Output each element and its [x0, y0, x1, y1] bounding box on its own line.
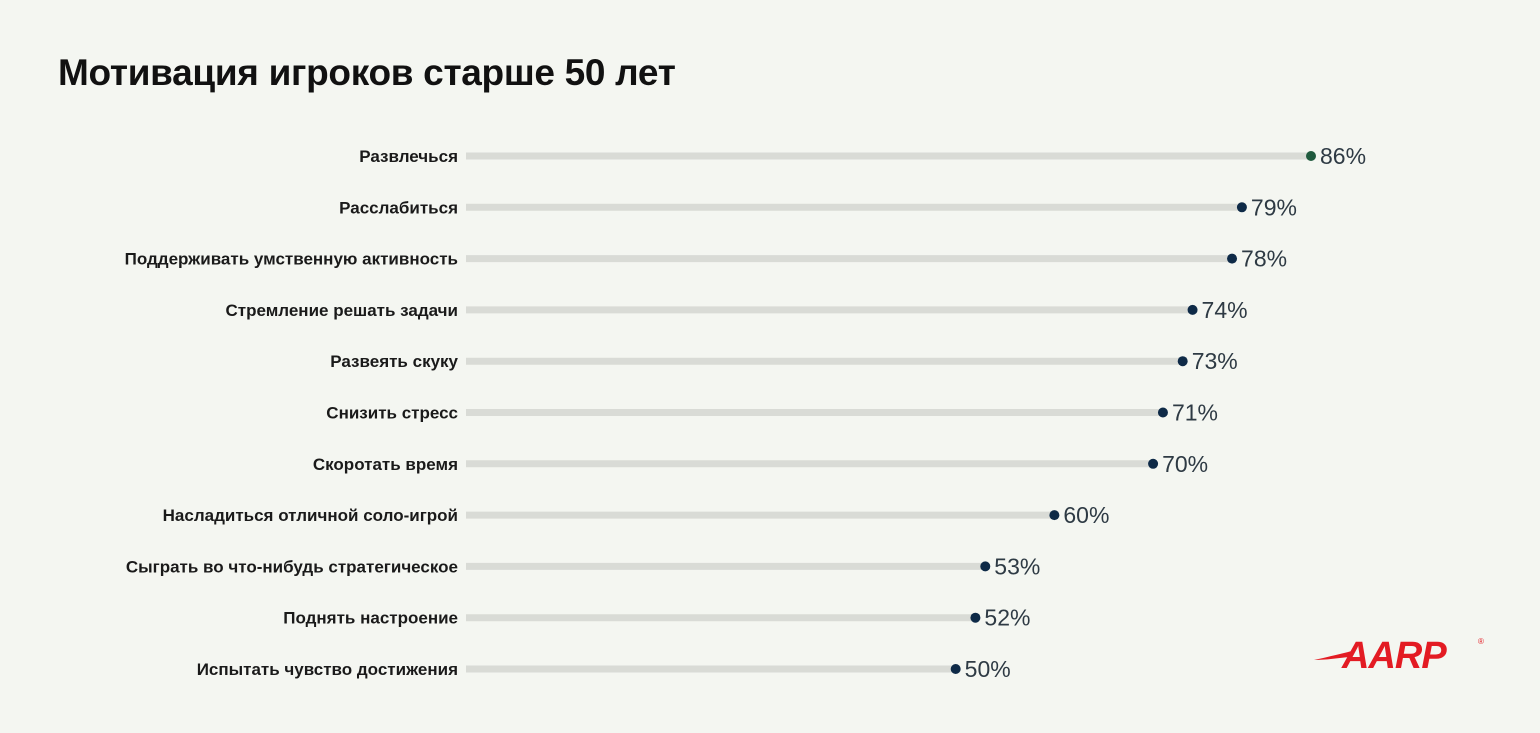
value-dot	[1306, 151, 1316, 161]
value-label: 52%	[984, 605, 1030, 631]
chart-row: Снизить стресс 71%	[326, 400, 1218, 426]
category-label: Снизить стресс	[326, 404, 458, 423]
value-dot	[980, 561, 991, 572]
logo-swoosh	[1314, 651, 1352, 660]
value-dot	[1177, 356, 1188, 367]
aarp-logo: AARP ®	[1314, 635, 1484, 674]
category-label: Сыграть во что-нибудь стратегическое	[126, 557, 458, 576]
value-dot	[1157, 407, 1168, 418]
chart-row: Расслабиться 79%	[339, 194, 1297, 220]
chart-row: Стремление решать задачи 74%	[225, 297, 1247, 323]
value-label: 73%	[1192, 348, 1238, 374]
chart-row: Развеять скуку 73%	[330, 348, 1237, 374]
chart-row: Развлечься 86%	[359, 143, 1366, 169]
category-label: Насладиться отличной соло-игрой	[163, 506, 458, 525]
chart-row: Испытать чувство достижения 50%	[197, 656, 1011, 682]
value-dot	[1236, 202, 1247, 213]
value-dot	[970, 612, 981, 623]
chart-row: Сыграть во что-нибудь стратегическое 53%	[126, 553, 1041, 579]
chart-rows: Развлечься 86% Расслабиться 79% Поддерживать…	[125, 143, 1366, 682]
logo-registered-mark: ®	[1478, 637, 1484, 646]
category-label: Скоротать время	[313, 455, 458, 474]
value-label: 70%	[1162, 451, 1208, 477]
value-dot	[1227, 253, 1238, 264]
value-label: 74%	[1202, 297, 1248, 323]
value-label: 78%	[1241, 246, 1287, 272]
value-dot	[950, 664, 961, 674]
chart-row: Поднять настроение 52%	[283, 605, 1030, 631]
category-label: Поднять настроение	[283, 609, 458, 628]
value-dot	[1148, 458, 1159, 469]
value-label: 60%	[1063, 502, 1109, 528]
value-label: 79%	[1251, 194, 1297, 220]
value-label: 53%	[994, 553, 1040, 579]
value-label: 71%	[1172, 400, 1218, 426]
value-dot	[1049, 510, 1060, 521]
category-label: Развеять скуку	[330, 352, 458, 371]
category-label: Испытать чувство достижения	[197, 660, 458, 679]
chart-row: Насладиться отличной соло-игрой 60%	[163, 502, 1110, 528]
value-label: 86%	[1320, 143, 1366, 169]
category-label: Поддерживать умственную активность	[125, 250, 458, 269]
value-dot	[1187, 304, 1198, 315]
value-label: 50%	[965, 656, 1011, 682]
logo-text: AARP	[1341, 635, 1447, 674]
chart-title: Мотивация игроков старше 50 лет	[58, 52, 676, 93]
chart-row: Поддерживать умственную активность 78%	[125, 246, 1287, 272]
category-label: Развлечься	[359, 147, 458, 166]
category-label: Стремление решать задачи	[225, 301, 458, 320]
chart-row: Скоротать время 70%	[313, 451, 1208, 477]
category-label: Расслабиться	[339, 198, 458, 217]
